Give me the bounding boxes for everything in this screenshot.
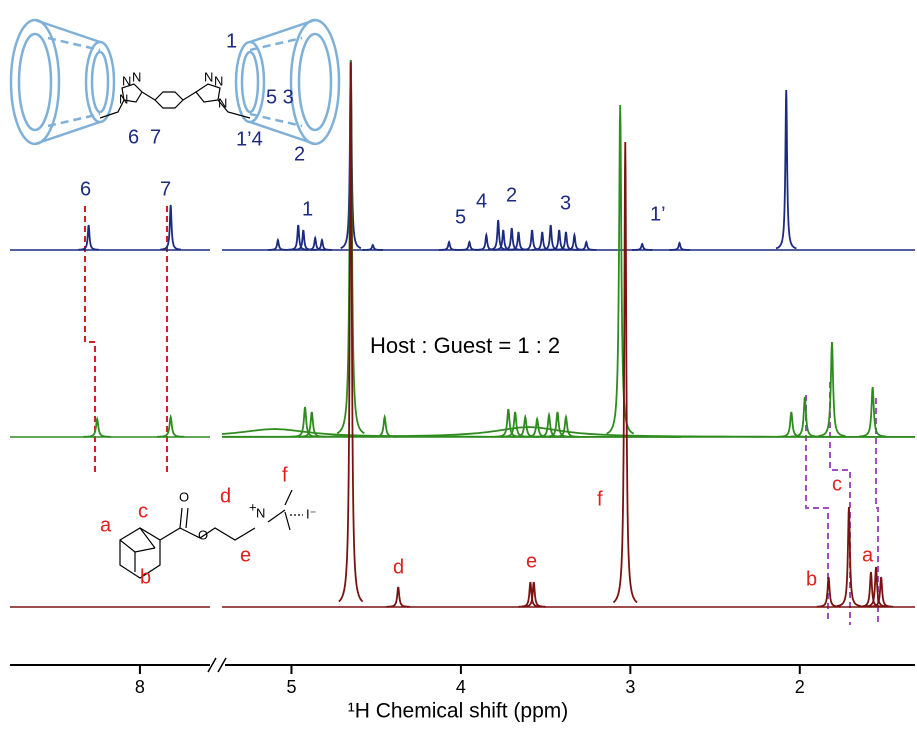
guest-label: c — [138, 500, 148, 522]
guest-label: d — [220, 485, 231, 507]
peak — [555, 231, 577, 251]
peak — [459, 240, 480, 251]
peak — [362, 243, 383, 251]
peak — [78, 224, 99, 251]
host-label: 1’4 — [236, 128, 263, 150]
peak — [305, 235, 326, 251]
peak — [371, 413, 399, 438]
host-label: 2 — [294, 143, 305, 165]
atom-label: O — [179, 489, 189, 504]
peak — [160, 204, 182, 251]
peak — [438, 240, 460, 251]
peak — [338, 61, 364, 603]
peak-label: 3 — [560, 192, 571, 214]
peak — [606, 104, 635, 435]
guest-structure — [119, 489, 303, 579]
peak-label: 2 — [506, 184, 517, 206]
host-label: 7 — [150, 126, 161, 148]
atom-label: N — [132, 69, 141, 84]
peak — [612, 141, 638, 604]
peak — [818, 341, 846, 437]
atom-label: N — [119, 91, 128, 106]
peak — [501, 227, 522, 251]
peak-label: e — [526, 550, 537, 572]
peak — [632, 242, 653, 251]
atom-label: N — [204, 69, 213, 84]
peak — [576, 240, 597, 251]
x-tick-label: 3 — [625, 677, 635, 697]
host-structure — [9, 18, 341, 146]
peak — [511, 413, 539, 438]
peak-label: 1 — [302, 198, 313, 220]
atom-label: N — [214, 73, 223, 88]
x-tick-label: 2 — [795, 677, 805, 697]
peak — [521, 581, 546, 608]
peak — [864, 566, 888, 608]
peak-label: b — [806, 568, 817, 590]
peak — [777, 411, 805, 438]
annotation: Host : Guest = 1 : 2 — [370, 333, 560, 358]
peak — [552, 413, 580, 438]
peak — [869, 576, 894, 608]
guest-label: b — [140, 566, 151, 588]
peak-label: d — [393, 556, 404, 578]
peak — [859, 571, 883, 608]
peak — [83, 416, 111, 438]
peak — [791, 396, 819, 438]
x-tick-label: 5 — [286, 677, 296, 697]
peak — [311, 237, 333, 251]
guide-lines — [84, 206, 879, 625]
atom-label: O — [198, 527, 208, 542]
peak-label: f — [597, 488, 603, 510]
atom-label: I⁻ — [306, 506, 316, 521]
guest-label: a — [100, 514, 112, 536]
peak — [267, 237, 289, 251]
atom-label: N — [218, 95, 227, 110]
host-label: 1 — [226, 30, 237, 52]
x-axis-label: ¹H Chemical shift (ppm) — [348, 700, 569, 723]
peak-label: a — [862, 544, 874, 566]
peak — [543, 411, 572, 438]
peak — [669, 241, 690, 251]
peak — [156, 413, 185, 438]
host-label: 5 3 — [266, 86, 294, 108]
guest-label: f — [282, 464, 288, 486]
peak-label: 4 — [476, 190, 487, 212]
peak — [386, 586, 411, 608]
peak — [816, 576, 841, 608]
peak — [836, 506, 861, 607]
peak-label: 1’ — [650, 203, 666, 225]
peak-label: 6 — [80, 178, 91, 200]
x-tick-label: 8 — [135, 677, 145, 697]
peak-label: 5 — [455, 206, 466, 228]
host-linker — [99, 83, 251, 119]
host-label: 6 — [128, 126, 139, 148]
x-axis — [10, 657, 915, 673]
peak-label: 7 — [160, 178, 171, 200]
atom-label: + — [249, 499, 257, 514]
peak — [336, 59, 365, 435]
peak — [859, 386, 887, 438]
peak — [775, 89, 797, 250]
atom-label: N — [122, 73, 131, 88]
guest-label: e — [240, 544, 251, 566]
peak-label: c — [832, 473, 842, 495]
atom-label: N — [256, 505, 265, 520]
x-tick-label: 4 — [456, 677, 466, 697]
